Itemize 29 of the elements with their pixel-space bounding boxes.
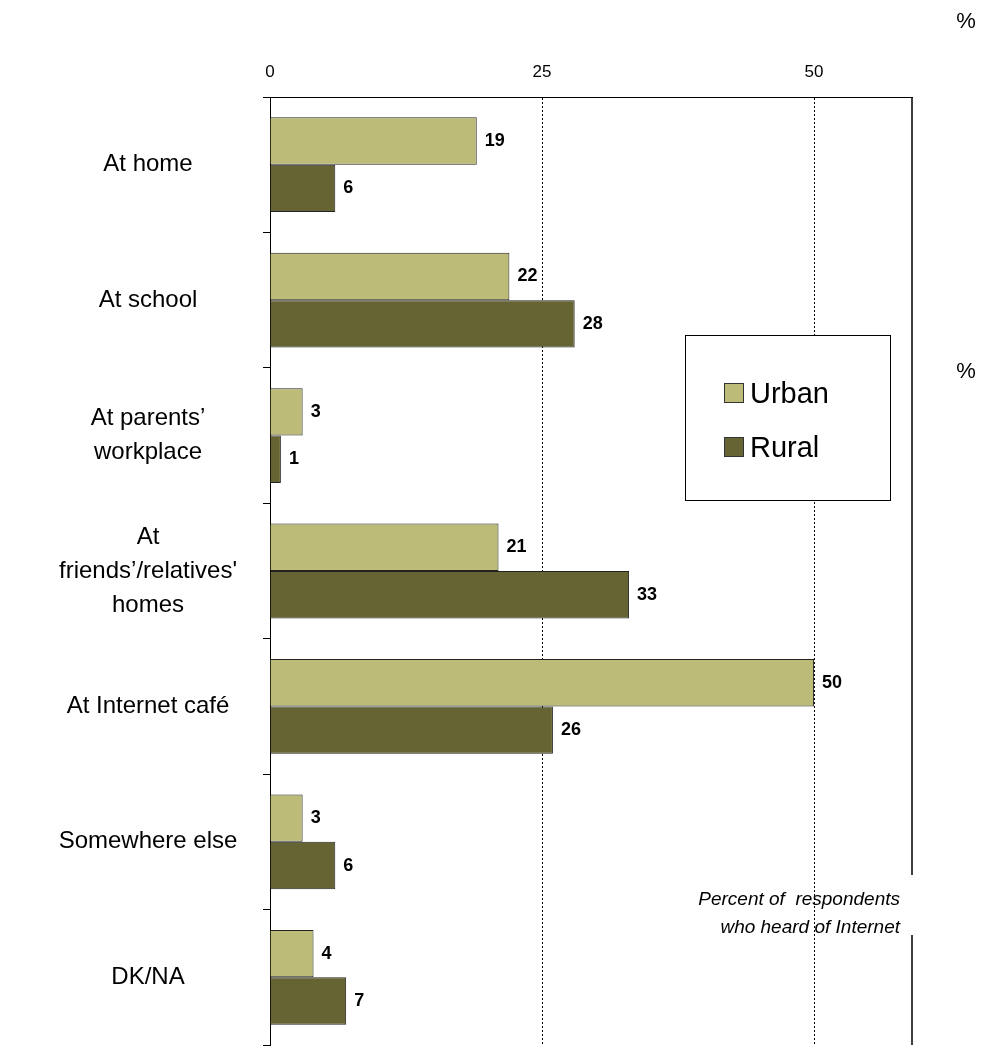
data-label: 33 <box>637 583 658 604</box>
legend-label: Rural <box>750 430 820 464</box>
data-label: 28 <box>582 312 603 333</box>
x-tick-label: 0 <box>265 62 275 82</box>
data-label: 6 <box>343 854 354 875</box>
x-tick-label: 25 <box>532 62 552 82</box>
data-label: 3 <box>310 400 321 421</box>
data-label: 22 <box>517 265 538 286</box>
x-tick-label: 50 <box>804 62 824 82</box>
data-label: 19 <box>484 129 505 150</box>
data-label: 1 <box>288 448 299 469</box>
y-tick-label: At home <box>103 149 193 177</box>
y-tick-label: Somewhere else <box>58 826 238 854</box>
annotation: Percent of respondents who heard of Internet <box>698 888 901 938</box>
y-tick-label: At school <box>98 284 198 312</box>
data-label: 7 <box>354 989 365 1010</box>
data-label: 3 <box>310 807 321 828</box>
data-label: 6 <box>343 177 354 198</box>
legend-label: Urban <box>750 376 829 410</box>
y-tick-label: At friends’/relatives' homes <box>59 521 237 617</box>
text: % <box>956 8 976 34</box>
text: % <box>956 358 976 384</box>
y-tick-label: At parents’ workplace <box>90 403 206 465</box>
y-tick-label: DK/NA <box>111 961 185 989</box>
data-label: 50 <box>822 671 843 692</box>
data-label: 21 <box>506 536 527 557</box>
y-tick-label: At Internet café <box>66 691 230 719</box>
data-label: 26 <box>560 719 581 740</box>
data-label: 4 <box>321 942 332 963</box>
